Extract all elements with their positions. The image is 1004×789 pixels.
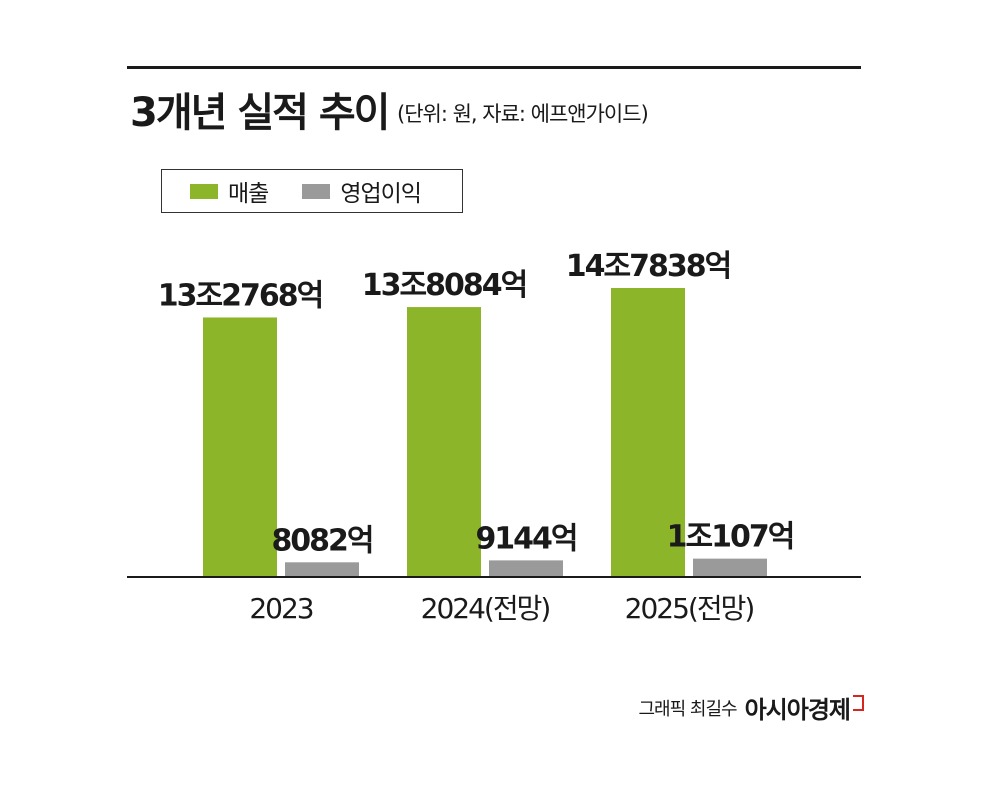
title-rule	[127, 66, 861, 69]
x-tick-label-2: 2025(전망)	[625, 592, 754, 625]
data-label-operating-profit-0: 8082억	[271, 523, 372, 558]
bar-revenue-0	[203, 317, 277, 577]
legend-item-operating-profit: 영업이익	[302, 174, 422, 208]
bar-revenue-1	[407, 307, 481, 577]
chart-title: 3개년 실적 추이	[130, 90, 390, 136]
data-label-revenue-1: 13조8084억	[362, 268, 526, 303]
data-label-revenue-2: 14조7838억	[566, 249, 730, 284]
bar-operating-profit-0	[285, 562, 359, 577]
bar-operating-profit-2	[693, 558, 767, 577]
bar-operating-profit-1	[489, 560, 563, 577]
legend: 매출 영업이익	[161, 169, 463, 213]
data-label-operating-profit-2: 1조107억	[667, 520, 794, 555]
legend-item-revenue: 매출	[190, 174, 269, 208]
legend-label-operating-profit: 영업이익	[340, 181, 422, 207]
legend-swatch-operating-profit	[302, 183, 331, 199]
credit-text: 그래픽 최길수	[638, 698, 738, 720]
legend-label-revenue: 매출	[228, 181, 269, 207]
brand-mark-icon	[853, 694, 864, 711]
data-label-revenue-0: 13조2768억	[158, 278, 322, 313]
data-label-operating-profit-1: 9144억	[475, 521, 576, 556]
chart-subtitle: (단위: 원, 자료: 에프앤가이드)	[397, 102, 649, 126]
credit: 그래픽 최길수 아시아경제	[638, 690, 864, 725]
x-tick-label-1: 2024(전망)	[421, 592, 550, 625]
legend-swatch-revenue	[190, 183, 218, 199]
x-tick-label-0: 2023	[249, 592, 312, 625]
brand-logo: 아시아경제	[744, 696, 851, 724]
bar-revenue-2	[611, 288, 685, 577]
